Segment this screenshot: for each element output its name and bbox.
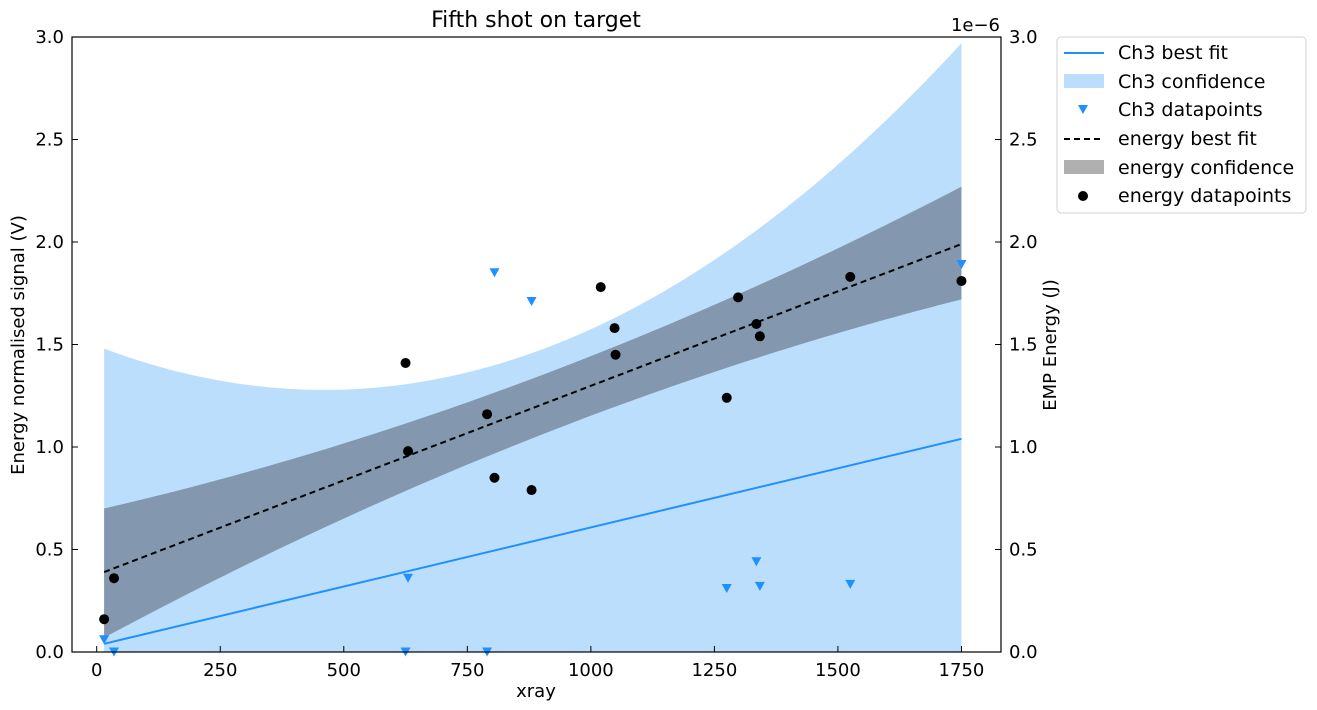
y-tick-label-3-0: 3.0 — [35, 27, 64, 48]
ch3-datapoint — [526, 296, 537, 306]
x-tick-label-1250: 1250 — [691, 660, 737, 681]
ch3-best-fit-line — [103, 437, 962, 645]
ch3-datapoint — [956, 260, 967, 270]
energy-datapoint — [721, 392, 732, 403]
ch3-datapoint — [721, 583, 732, 593]
legend-ch3-confidence-label: Ch3 confidence — [1118, 71, 1265, 93]
ch3-datapoint — [99, 635, 110, 645]
y-right-tick-label-1-0: 1.0 — [1009, 437, 1038, 458]
energy-datapoint — [751, 319, 762, 329]
y-right-tick-label-3-0: 3.0 — [1009, 27, 1038, 48]
legend-ch3-confidence-swatch — [1064, 74, 1104, 88]
chart-title: Fifth shot on target — [431, 8, 641, 33]
y-tick-label-1-5: 1.5 — [35, 335, 64, 356]
legend-ch3-datapoints-label: Ch3 datapoints — [1118, 99, 1263, 121]
energy-datapoint — [400, 357, 411, 368]
legend-energy-confidence-swatch — [1064, 160, 1104, 174]
energy-datapoint — [109, 573, 120, 584]
x-tick-label-0: 0 — [91, 660, 102, 681]
energy-datapoint — [482, 409, 493, 420]
legend-ch3-datapoints-swatch — [1078, 105, 1088, 114]
y-right-tick-label-1-5: 1.5 — [1009, 335, 1038, 356]
y-tick-label-1-0: 1.0 — [35, 437, 64, 458]
x-tick-label-500: 500 — [327, 660, 361, 681]
y-right-tick-label-0-0: 0.0 — [1009, 642, 1038, 663]
y-tick-label-0-0: 0.0 — [35, 642, 64, 663]
y-right-tick-label-0-5: 0.5 — [1009, 540, 1038, 561]
legend-frame — [1056, 36, 1307, 214]
x-tick-label-250: 250 — [203, 660, 237, 681]
axis-ticks: 0 250 500 750 1000 1250 1500 1750 0.0 0.5 1.0 1.5 2.… — [35, 27, 1037, 681]
y-axis-label: Energy normalised signal (V) — [8, 215, 29, 475]
energy-datapoint — [609, 323, 620, 334]
energy-datapoint — [754, 331, 765, 342]
x-tick-label-1750: 1750 — [939, 660, 985, 681]
x-tick-label-750: 750 — [450, 660, 484, 681]
fit-lines — [103, 243, 962, 645]
energy-datapoint — [595, 282, 606, 293]
legend-ch3-best-fit-label: Ch3 best fit — [1118, 42, 1228, 64]
y-tick-label-0-5: 0.5 — [35, 540, 64, 561]
datapoints — [99, 260, 967, 657]
legend-energy-datapoints-label: energy datapoints — [1118, 185, 1291, 207]
legend: Ch3 best fit Ch3 confidence Ch3 datapoin… — [1056, 36, 1307, 214]
ch3-datapoint — [754, 581, 765, 591]
ch3-datapoint — [489, 268, 500, 278]
legend-energy-datapoints-swatch — [1078, 191, 1088, 201]
energy-datapoint — [733, 292, 744, 303]
y-tick-label-2-5: 2.5 — [35, 130, 64, 151]
energy-best-fit-line — [103, 243, 962, 573]
x-axis-label: xray — [516, 681, 556, 702]
energy-datapoint — [99, 614, 110, 625]
ch3-datapoint — [751, 557, 762, 567]
confidence-bands — [104, 43, 962, 652]
energy-datapoint — [403, 446, 414, 457]
energy-datapoint — [956, 275, 967, 286]
ch3-datapoint — [845, 579, 856, 589]
right-axis-offset-label: 1e−6 — [951, 15, 1000, 36]
energy-datapoint — [610, 349, 621, 360]
y-right-axis-label: EMP Energy (J) — [1040, 279, 1061, 411]
legend-energy-confidence-label: energy confidence — [1118, 157, 1294, 179]
legend-energy-best-fit-label: energy best fit — [1118, 128, 1257, 150]
energy-datapoint — [489, 472, 500, 483]
x-tick-label-1000: 1000 — [568, 660, 614, 681]
y-right-tick-label-2-0: 2.0 — [1009, 232, 1038, 253]
x-tick-label-1500: 1500 — [815, 660, 861, 681]
energy-datapoint — [845, 271, 856, 282]
energy-confidence-band — [104, 186, 962, 638]
y-tick-label-2-0: 2.0 — [35, 232, 64, 253]
y-right-tick-label-2-5: 2.5 — [1009, 130, 1038, 151]
ch3-datapoint — [403, 573, 414, 583]
energy-datapoint — [526, 485, 537, 496]
